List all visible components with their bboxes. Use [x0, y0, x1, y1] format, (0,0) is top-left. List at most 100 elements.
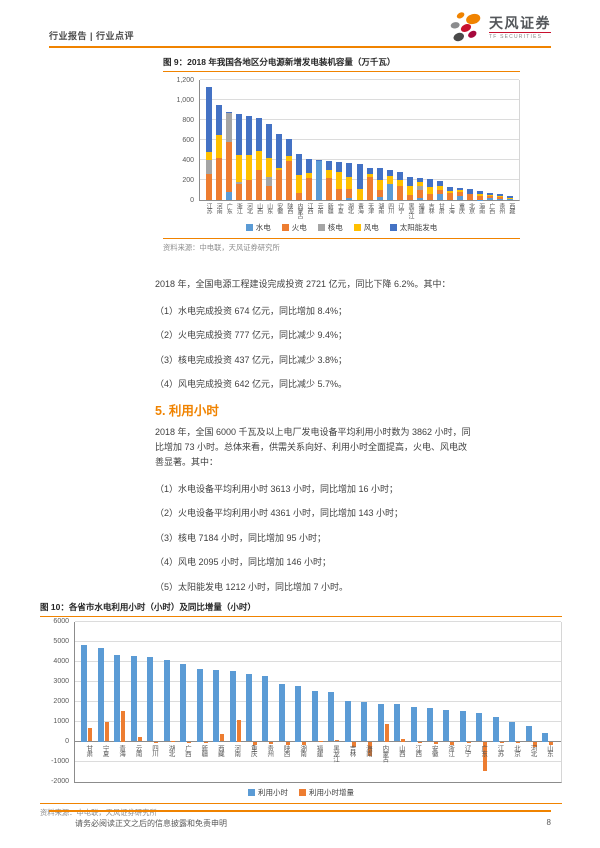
gridline: [75, 680, 561, 682]
bar-group: 海南: [361, 622, 373, 782]
x-label-slot: 贵州: [498, 203, 504, 218]
list-item: （2）火电完成投资 777 亿元，同比减少 9.4%；: [155, 330, 348, 340]
bar-segment: [326, 178, 333, 200]
bar-group: 浙江: [443, 622, 455, 782]
stacked-bar: [496, 194, 503, 200]
bar: [278, 683, 285, 742]
bar: [236, 719, 241, 742]
bar-segment: [266, 177, 273, 186]
x-axis-tick-label: 陕西: [285, 203, 292, 213]
stacked-bar: [246, 116, 253, 200]
bar: [269, 741, 274, 744]
bar-segment: [246, 180, 253, 200]
x-label-slot: 广西: [488, 203, 494, 218]
x-label-slot: 北京: [468, 203, 474, 218]
x-label-slot: 福建: [417, 203, 423, 218]
bar: [361, 702, 368, 742]
bar-segment: [466, 193, 473, 194]
gridline: [75, 640, 561, 642]
x-axis-tick-label: 江西: [306, 203, 313, 213]
bar-segment: [306, 178, 313, 200]
bar-segment: [506, 199, 513, 200]
bar: [147, 657, 154, 742]
bar-segment: [486, 194, 493, 196]
x-axis-tick-label: 新疆: [326, 203, 333, 213]
x-axis-tick-label: 安徽: [275, 203, 282, 213]
bar: [328, 692, 335, 742]
x-axis-tick-label: 贵州: [497, 203, 504, 213]
x-axis-tick-label: 安徽: [430, 744, 438, 756]
x-label-slot: 辽宁: [397, 203, 403, 218]
x-axis-tick-label: 内蒙古: [380, 744, 388, 762]
x-axis-tick-label: 宁夏: [336, 203, 343, 213]
x-axis-tick-label: 河南: [232, 744, 240, 756]
x-label-slot: 湖北: [346, 203, 352, 218]
figure-10-title: 图 10：各省市水电利用小时（小时）及同比增量（小时）: [40, 601, 256, 612]
x-axis-tick-label: 河北: [245, 203, 252, 213]
header-divider: [49, 46, 551, 48]
bar-segment: [346, 162, 353, 177]
y-axis-tick-label: 1,000: [176, 96, 194, 104]
legend-color-chip: [353, 224, 361, 231]
y-axis-tick-label: 5000: [53, 638, 69, 645]
page-number: 8: [546, 818, 551, 827]
x-label-slot: 安徽: [276, 203, 282, 218]
figure-9-source: 资料来源：中电联，天风证券研究所: [163, 243, 280, 252]
stacked-bar: [416, 178, 423, 200]
bar-segment: [476, 199, 483, 200]
x-label-slot: 内蒙古: [296, 203, 302, 218]
y-axis-tick-label: 200: [182, 176, 194, 184]
bar-segment: [366, 177, 373, 200]
x-axis-tick-label: 宁夏: [101, 744, 109, 756]
bar: [81, 644, 88, 742]
y-axis: 0 200 400 600 800 1,000 1,200: [163, 77, 199, 204]
bar: [466, 741, 471, 744]
x-axis-tick-label: 河南: [215, 203, 222, 213]
x-label-slot: 上海: [447, 203, 453, 218]
y-axis-tick-label: 600: [182, 136, 194, 144]
bar-segment: [236, 155, 243, 182]
y-axis-tick-label: 0: [65, 738, 69, 745]
legend-item: 火电: [281, 222, 307, 233]
x-label-slot: 浙江: [235, 203, 241, 218]
bar-segment: [416, 185, 423, 190]
stacked-bar: [446, 187, 453, 200]
bar-segment: [286, 156, 293, 161]
x-axis-tick-label: 江西: [413, 744, 421, 756]
x-label-slot: 云南: [316, 203, 322, 218]
bar: [285, 741, 290, 746]
bar-segment: [216, 158, 223, 200]
bar-segment: [506, 196, 513, 198]
bar-group: 河南: [229, 622, 242, 782]
stacked-bar: [466, 189, 473, 200]
bar-segment: [476, 191, 483, 194]
bar-segment: [406, 186, 413, 195]
x-axis-tick-label: 西藏: [507, 203, 514, 213]
x-axis-tick-label: 广西: [487, 203, 494, 213]
bar-segment: [336, 161, 343, 172]
bar: [549, 741, 554, 745]
bar-segment: [266, 158, 273, 177]
bar-columns: 甘肃 宁夏 青海 云南 四川 湖北 广西 新疆 西藏 河南 重庆 贵州 陕西 湖南 福建 黑龙江 吉林 海南 内蒙古…: [75, 622, 561, 782]
figure-10-title-underline: [40, 615, 562, 617]
y-axis-tick-label: 800: [182, 116, 194, 124]
section-5-heading: 5. 利用小时: [155, 404, 219, 418]
investment-intro: 2018 年，全国电源工程建设完成投资 2721 亿元，同比下降 6.2%。其中…: [155, 279, 451, 289]
bar-segment: [376, 190, 383, 197]
list-item: （2）火电设备平均利用小时 4361 小时，同比增加 143 小时；: [155, 508, 404, 518]
legend-item: 利用小时: [248, 787, 288, 798]
plot-area: 甘肃 宁夏 青海 云南 四川 湖北 广西 新疆 西藏 河南 重庆 贵州 陕西 湖南 福建 黑龙江 吉林 海南 内蒙古…: [74, 620, 562, 783]
bar-segment: [396, 186, 403, 200]
bar: [114, 654, 121, 742]
bar-segment: [356, 189, 363, 200]
x-axis-tick-label: 浙江: [235, 203, 242, 213]
legend-color-chip: [299, 788, 306, 796]
bar-segment: [416, 178, 423, 182]
list-item: （4）风电完成投资 642 亿元，同比减少 5.7%。: [155, 379, 348, 389]
bar-segment: [396, 180, 403, 186]
legend-color-chip: [317, 224, 325, 231]
legend-label: 核电: [327, 223, 343, 232]
bar-group: 甘肃: [81, 622, 93, 782]
x-axis-tick-label: 北京: [512, 744, 520, 756]
bar-segment: [496, 195, 503, 197]
